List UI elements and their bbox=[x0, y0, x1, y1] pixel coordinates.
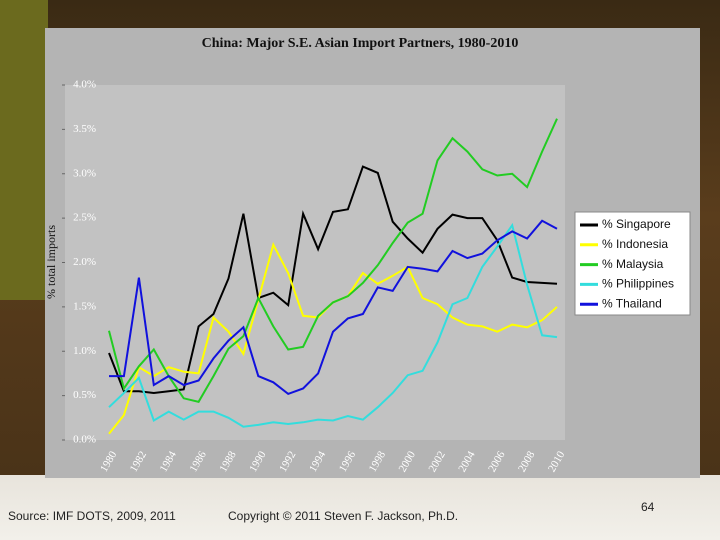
y-tick-label: 2.0% bbox=[73, 256, 96, 268]
legend-label: % Thailand bbox=[602, 296, 662, 310]
series-line bbox=[108, 165, 558, 395]
chart-title: China: Major S.E. Asian Import Partners,… bbox=[202, 36, 519, 51]
legend-label: % Singapore bbox=[602, 217, 671, 231]
series-line bbox=[108, 222, 558, 428]
legend-label: % Philippines bbox=[602, 277, 674, 291]
y-tick-label: 0.5% bbox=[73, 389, 96, 401]
series-line bbox=[109, 219, 558, 396]
y-tick-label: 1.5% bbox=[73, 300, 96, 312]
y-tick-label: 2.5% bbox=[73, 212, 96, 224]
plot-area bbox=[65, 85, 565, 440]
legend-label: % Malaysia bbox=[602, 257, 664, 271]
page-number: 64 bbox=[641, 500, 655, 514]
y-tick-label: 1.0% bbox=[73, 345, 96, 357]
y-tick-label: 4.0% bbox=[73, 79, 96, 91]
decor-band bbox=[0, 0, 48, 300]
y-tick-label: 3.0% bbox=[73, 167, 96, 179]
y-tick-label: 0.0% bbox=[73, 434, 96, 446]
legend-label: % Indonesia bbox=[602, 237, 668, 251]
source: Source: IMF DOTS, 2009, 2011 bbox=[8, 509, 176, 523]
y-axis-label: % total imports bbox=[44, 225, 58, 299]
y-tick-label: 3.5% bbox=[73, 123, 96, 135]
series-line bbox=[108, 118, 558, 403]
copyright: Copyright © 2011 Steven F. Jackson, Ph.D… bbox=[228, 509, 459, 523]
